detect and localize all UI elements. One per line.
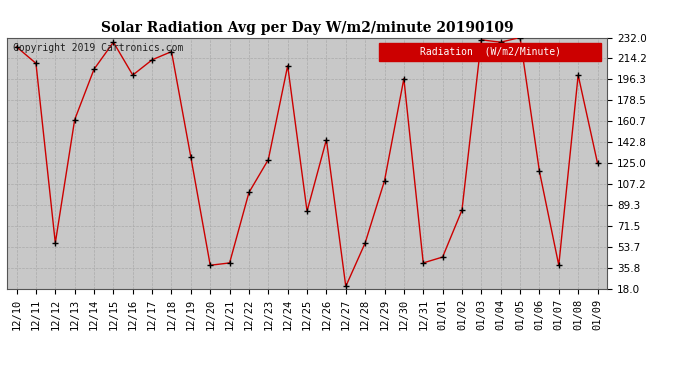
Bar <box>379 42 601 62</box>
Title: Solar Radiation Avg per Day W/m2/minute 20190109: Solar Radiation Avg per Day W/m2/minute … <box>101 21 513 35</box>
Text: Radiation  (W/m2/Minute): Radiation (W/m2/Minute) <box>420 47 561 57</box>
Text: Copyright 2019 Cartronics.com: Copyright 2019 Cartronics.com <box>13 42 184 52</box>
